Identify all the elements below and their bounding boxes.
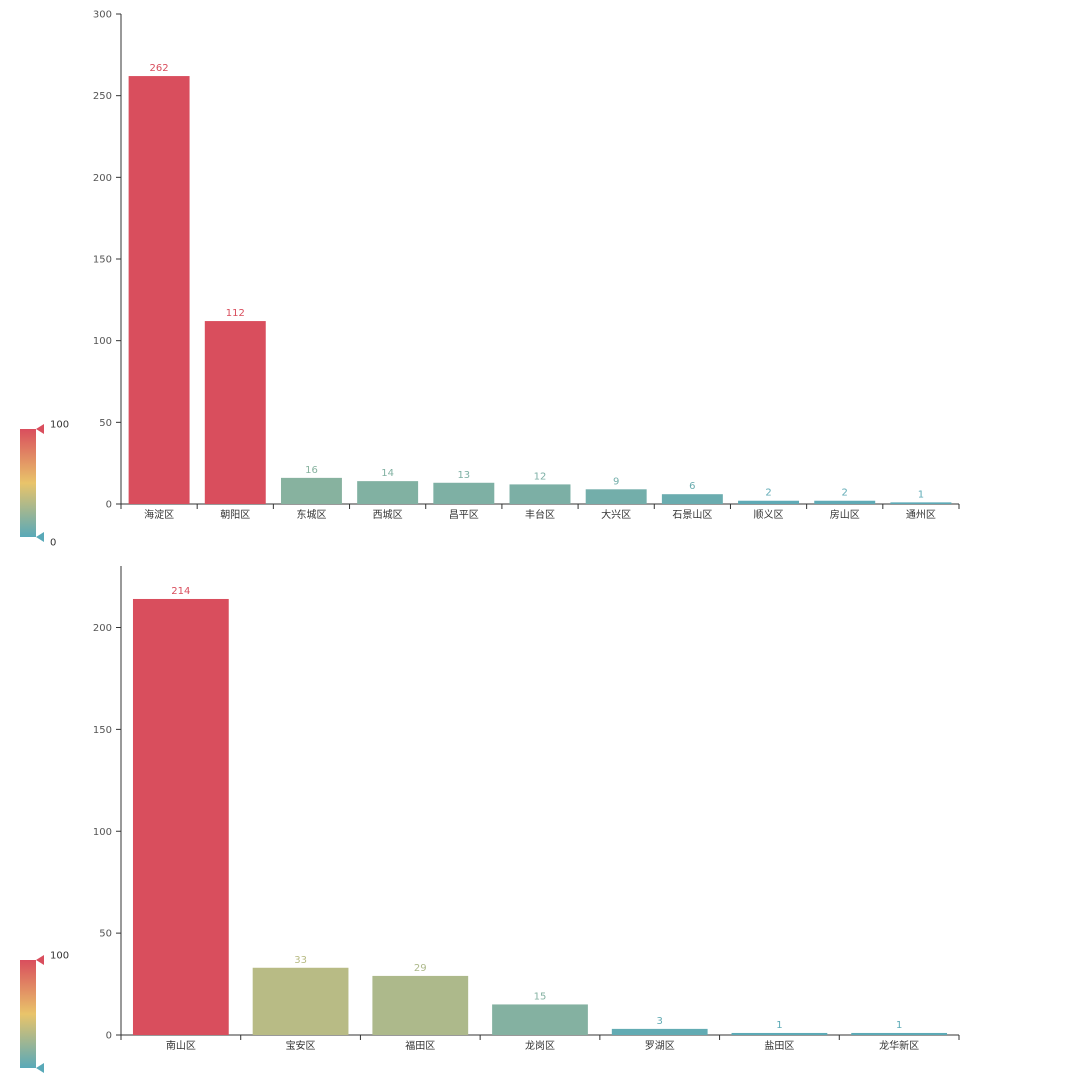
x-tick-label: 顺义区 bbox=[754, 509, 784, 521]
bar-4[interactable] bbox=[433, 482, 495, 504]
x-tick-label: 丰台区 bbox=[525, 508, 555, 521]
bar-value-label: 1 bbox=[776, 1020, 782, 1031]
chart-shenzhen: 0 50 100 150 200 214 南山区 33 宝安区 29 福田区 15 龙岗区 3 罗湖区 1 盐田… bbox=[20, 566, 960, 1074]
bar-7[interactable] bbox=[661, 494, 723, 504]
visual-map-max-label: 100 bbox=[50, 420, 69, 431]
bar-value-label: 2 bbox=[842, 488, 848, 499]
bar-value-label: 16 bbox=[305, 465, 318, 476]
bar-value-label: 112 bbox=[226, 308, 245, 319]
x-tick-label: 通州区 bbox=[906, 509, 936, 521]
x-tick-label: 西城区 bbox=[373, 509, 403, 521]
visual-map-max-handle-icon[interactable] bbox=[36, 424, 44, 434]
bar-5[interactable] bbox=[509, 484, 571, 504]
x-tick-label: 石景山区 bbox=[672, 509, 712, 521]
y-tick-label: 200 bbox=[93, 623, 112, 634]
y-tick-label: 50 bbox=[99, 929, 112, 940]
bar-3[interactable] bbox=[492, 1004, 588, 1035]
bar-1[interactable] bbox=[204, 321, 266, 504]
visual-map-min-label: 0 bbox=[50, 538, 56, 549]
bar-1[interactable] bbox=[252, 967, 349, 1035]
bar-value-label: 3 bbox=[657, 1016, 663, 1027]
bar-0[interactable] bbox=[128, 76, 190, 505]
visual-map-bar[interactable] bbox=[20, 960, 36, 1068]
y-tick-label: 300 bbox=[93, 10, 112, 21]
bar-value-label: 29 bbox=[414, 963, 427, 974]
bar-value-label: 1 bbox=[896, 1020, 902, 1031]
x-tick-label: 昌平区 bbox=[449, 509, 479, 521]
x-tick-label: 龙岗区 bbox=[525, 1039, 555, 1052]
bar-4[interactable] bbox=[611, 1028, 708, 1035]
visual-map-legend[interactable]: 100 0 bbox=[20, 420, 69, 549]
y-tick-label: 50 bbox=[99, 418, 112, 429]
y-tick-label: 100 bbox=[93, 336, 112, 347]
bar-value-label: 1 bbox=[918, 489, 924, 500]
bar-8[interactable] bbox=[738, 500, 800, 504]
x-tick-label: 罗湖区 bbox=[645, 1040, 675, 1052]
bar-value-label: 9 bbox=[613, 476, 619, 487]
x-tick-label: 房山区 bbox=[830, 508, 860, 521]
x-tick-label: 朝阳区 bbox=[220, 509, 250, 521]
bar-value-label: 214 bbox=[171, 586, 190, 597]
y-tick-label: 100 bbox=[93, 827, 112, 838]
bar-value-label: 13 bbox=[457, 470, 470, 481]
bar-value-label: 262 bbox=[150, 63, 169, 74]
x-tick-label: 大兴区 bbox=[601, 508, 631, 521]
x-tick-label: 福田区 bbox=[405, 1039, 435, 1052]
x-tick-label: 海淀区 bbox=[144, 508, 174, 521]
x-tick-label: 宝安区 bbox=[286, 1039, 316, 1052]
bar-value-label: 6 bbox=[689, 481, 695, 492]
bar-value-label: 14 bbox=[381, 468, 394, 479]
bar-0[interactable] bbox=[132, 598, 229, 1035]
bar-10[interactable] bbox=[890, 502, 952, 504]
visual-map-bar[interactable] bbox=[20, 429, 36, 537]
bar-value-label: 15 bbox=[534, 991, 547, 1002]
bar-3[interactable] bbox=[357, 481, 419, 504]
y-tick-label: 200 bbox=[93, 173, 112, 184]
bar-5[interactable] bbox=[731, 1032, 828, 1035]
chart-beijing: 050100150200250300262海淀区112朝阳区16东城区14西城区… bbox=[20, 10, 960, 549]
bar-2[interactable] bbox=[372, 975, 469, 1035]
visual-map-min-handle-icon[interactable] bbox=[36, 532, 44, 542]
y-tick-label: 150 bbox=[93, 725, 112, 736]
y-tick-label: 0 bbox=[106, 1031, 112, 1042]
bar-value-label: 33 bbox=[294, 955, 307, 966]
y-tick-label: 250 bbox=[93, 91, 112, 102]
x-tick-label: 南山区 bbox=[166, 1039, 196, 1052]
x-tick-label: 东城区 bbox=[296, 508, 326, 521]
bar-6[interactable] bbox=[851, 1032, 948, 1035]
bar-6[interactable] bbox=[585, 489, 647, 504]
bar-value-label: 2 bbox=[765, 488, 771, 499]
x-tick-label: 盐田区 bbox=[764, 1039, 794, 1052]
y-tick-label: 150 bbox=[93, 255, 112, 266]
visual-map-min-handle-icon[interactable] bbox=[36, 1063, 44, 1073]
bar-2[interactable] bbox=[280, 477, 342, 504]
visual-map-max-handle-icon[interactable] bbox=[36, 955, 44, 965]
x-tick-label: 龙华新区 bbox=[879, 1039, 919, 1052]
visual-map-legend[interactable]: 100 bbox=[20, 951, 69, 1074]
y-tick-label: 0 bbox=[106, 500, 112, 511]
bar-9[interactable] bbox=[814, 500, 876, 504]
visual-map-max-label: 100 bbox=[50, 951, 69, 962]
bar-value-label: 12 bbox=[534, 471, 547, 482]
